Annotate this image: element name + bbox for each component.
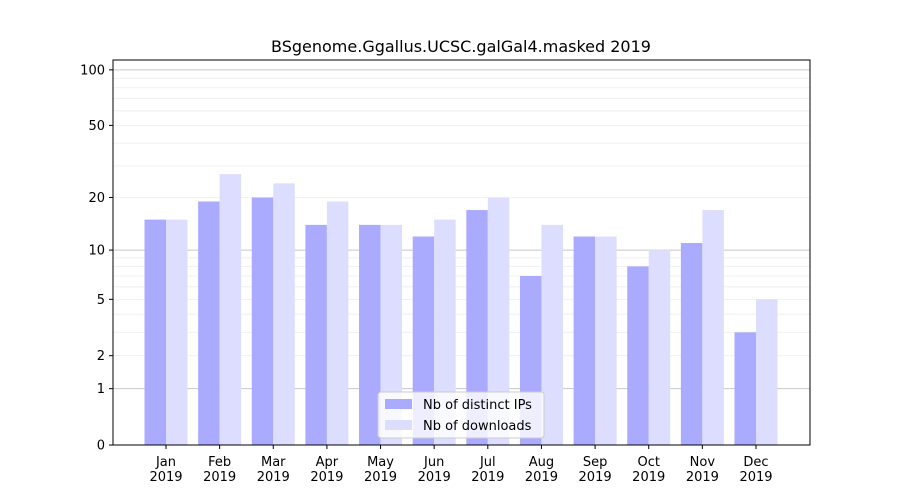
bar-downloads [380, 224, 403, 445]
legend-label-downloads: Nb of downloads [423, 419, 532, 434]
y-tick-label: 50 [88, 119, 105, 134]
bar-distinct-ips [251, 197, 274, 445]
y-tick-label: 100 [80, 63, 105, 78]
bar-distinct-ips [466, 210, 488, 445]
x-tick-label: Nov 2019 [686, 455, 719, 485]
x-tick-label: Jan 2019 [149, 455, 182, 485]
bar-downloads [487, 197, 510, 445]
bar-distinct-ips [734, 332, 756, 445]
bar-distinct-ips [627, 266, 649, 445]
bar-downloads [702, 210, 724, 445]
bar-downloads [648, 250, 671, 445]
bar-downloads [273, 183, 295, 445]
x-tick-label: May 2019 [364, 455, 397, 485]
y-tick-label: 0 [97, 439, 105, 454]
y-tick-label: 1 [97, 382, 105, 397]
x-tick-label: Jun 2019 [418, 455, 451, 485]
bar-distinct-ips [573, 236, 596, 445]
bar-downloads [166, 219, 188, 445]
plot-frame [112, 59, 811, 446]
legend-swatch-ips [385, 399, 412, 409]
x-tick-label: Aug 2019 [525, 455, 558, 485]
chart-title: BSgenome.Ggallus.UCSC.galGal4.masked 201… [271, 37, 651, 56]
bar-distinct-ips [680, 243, 703, 445]
y-tick-label: 10 [88, 244, 105, 259]
bar-downloads [219, 174, 242, 445]
x-tick-label: Feb 2019 [203, 455, 236, 485]
bar-downloads [434, 219, 456, 445]
bar-distinct-ips [305, 224, 327, 445]
x-tick-label: Dec 2019 [739, 455, 772, 485]
legend-swatch-downloads [385, 420, 412, 430]
bar-downloads [326, 201, 349, 445]
bar-distinct-ips [144, 219, 166, 445]
legend-label-ips: Nb of distinct IPs [423, 398, 532, 413]
x-tick-label: Mar 2019 [257, 455, 290, 485]
x-tick-label: Sep 2019 [579, 455, 612, 485]
bar-downloads [595, 236, 617, 445]
x-tick-label: Apr 2019 [310, 455, 343, 485]
x-tick-label: Oct 2019 [632, 455, 665, 485]
bar-downloads [541, 224, 563, 445]
legend: Nb of distinct IPs Nb of downloads [377, 391, 545, 439]
y-tick-label: 5 [97, 293, 105, 308]
bar-downloads [756, 299, 778, 445]
x-tick-label: Jul 2019 [471, 455, 504, 485]
bar-distinct-ips [198, 201, 220, 445]
y-tick-label: 20 [88, 191, 105, 206]
bar-distinct-ips [359, 224, 381, 445]
y-tick-label: 2 [97, 349, 105, 364]
